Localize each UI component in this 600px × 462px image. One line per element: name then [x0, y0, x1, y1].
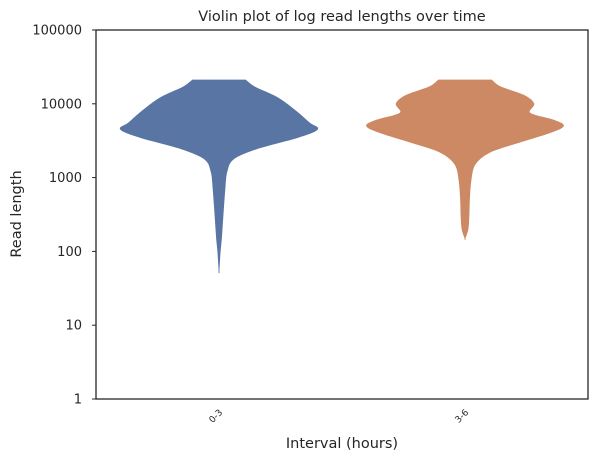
x-tick-label: 0-3 — [208, 408, 225, 425]
violin-0-3 — [119, 79, 319, 274]
x-tick-label: 3-6 — [454, 408, 472, 426]
y-tick-label: 100000 — [32, 24, 82, 39]
y-tick-label: 100 — [57, 245, 82, 260]
x-axis-ticks: 0-3 3-6 — [208, 408, 472, 426]
plot-area-frame — [95, 29, 589, 400]
violin-group — [119, 79, 564, 274]
x-axis-label: Interval (hours) — [286, 436, 398, 452]
y-tick-label: 10000 — [41, 97, 82, 112]
violin-3-6 — [366, 79, 564, 240]
y-axis-ticks: 1 10 100 1000 10000 100000 — [32, 24, 96, 408]
y-axis-label: Read length — [9, 170, 25, 257]
chart-title: Violin plot of log read lengths over tim… — [198, 9, 485, 25]
y-tick-label: 1000 — [49, 171, 82, 186]
y-tick-label: 10 — [65, 319, 82, 334]
y-tick-label: 1 — [74, 393, 82, 408]
